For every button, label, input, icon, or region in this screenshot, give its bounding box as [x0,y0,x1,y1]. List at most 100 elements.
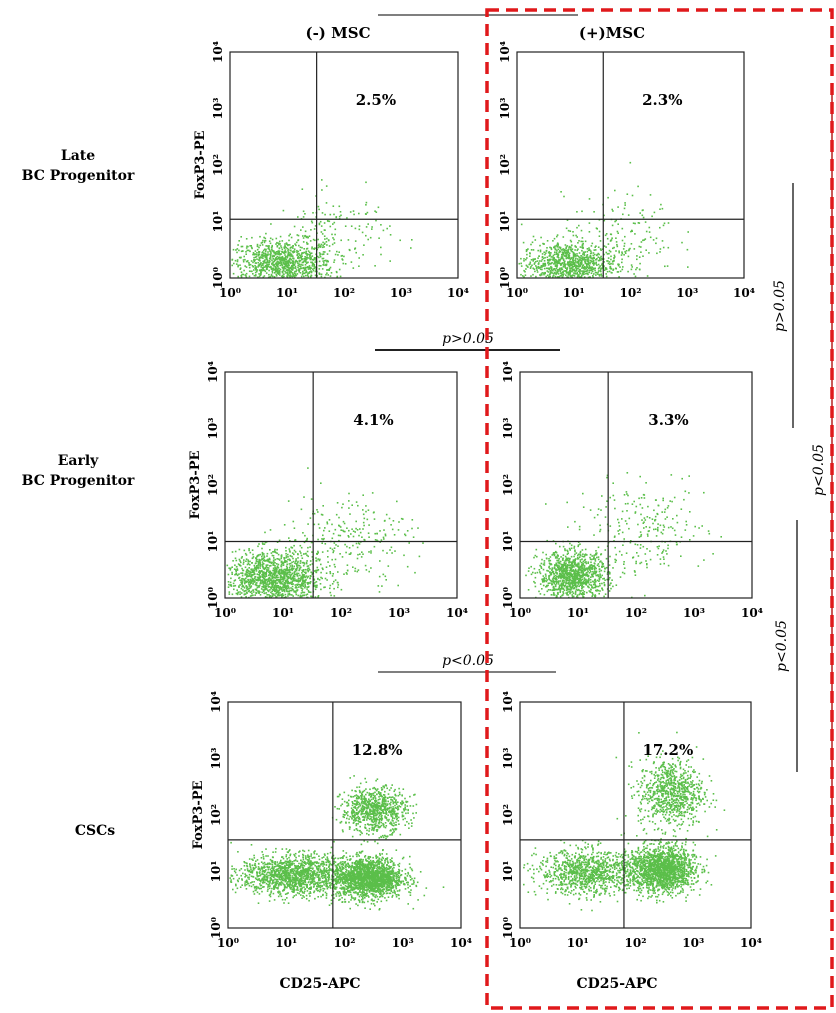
scatter-point [258,269,261,272]
scatter-point [338,539,340,542]
scatter-point [244,258,246,261]
scatter-point [270,267,272,269]
scatter-point [569,549,571,551]
scatter-point [648,226,651,229]
scatter-point [574,583,576,585]
scatter-point [287,248,290,251]
scatter-point [594,586,597,589]
scatter-point [260,254,263,256]
scatter-point [272,555,275,557]
scatter-point [601,495,603,497]
scatter-point [274,267,277,269]
scatter-point [336,250,338,253]
scatter-point [281,240,284,242]
scatter-point [539,266,542,269]
scatter-point [622,248,625,250]
scatter-point [564,260,566,263]
scatter-point [286,590,288,593]
scatter-point [266,267,268,269]
scatter-point [325,572,328,574]
scatter-point [599,274,601,276]
scatter-point [371,228,373,230]
scatter-point [286,578,288,580]
scatter-point [270,252,272,255]
scatter-point [278,251,280,254]
scatter-point [241,572,244,574]
scatter-point [331,243,334,246]
scatter-point [564,270,567,272]
scatter-point [241,580,244,582]
scatter-point [644,238,647,240]
scatter-point [362,254,364,256]
scatter-point [657,523,659,525]
scatter-point [259,235,261,238]
scatter-point [274,584,277,586]
scatter-point [536,555,538,558]
scatter-point [605,506,607,508]
scatter-point [235,249,237,251]
scatter-point [529,255,531,257]
scatter-point [245,560,247,562]
scatter-point [590,589,592,591]
scatter-point [564,571,567,574]
scatter-point [574,560,576,562]
scatter-point [648,517,651,519]
scatter-point [577,577,580,580]
scatter-point [305,575,308,577]
scatter-point [559,590,562,592]
scatter-point [663,222,666,225]
scatter-point [581,586,584,589]
scatter-point [635,268,637,271]
scatter-point [325,202,328,204]
scatter-point [289,593,291,596]
scatter-point [332,551,334,554]
scatter-point [282,587,284,589]
scatter-point [365,201,368,204]
scatter-point [553,581,555,584]
scatter-point [591,555,593,557]
scatter-point [257,261,259,264]
scatter-point [244,265,246,267]
scatter-point [268,257,271,260]
scatter-point [246,573,248,576]
scatter-point [581,270,583,272]
scatter-point [262,585,265,587]
scatter-point [312,212,314,214]
scatter-point [548,566,550,569]
scatter-point [669,500,671,502]
scatter-point [661,207,664,210]
scatter-point [294,568,297,571]
scatter-point [241,581,244,584]
scatter-point [333,213,335,216]
scatter-point [523,258,525,260]
scatter-point [258,265,261,267]
scatter-point [542,568,545,571]
scatter-point [577,270,580,272]
scatter-point [316,566,319,569]
scatter-point [291,265,294,267]
scatter-point [580,240,582,243]
scatter-point [257,560,259,563]
scatter-point [374,210,376,212]
scatter-point [577,545,579,548]
scatter-point [308,265,311,267]
scatter-point [291,555,293,558]
scatter-point [286,261,289,263]
scatter-point [574,264,576,266]
scatter-point [539,244,541,247]
scatter-point [578,579,581,582]
scatter-point [536,260,539,262]
scatter-point [598,565,600,568]
scatter-point [339,553,341,555]
scatter-point [618,550,621,553]
scatter-point [564,568,567,570]
scatter-point [237,592,239,595]
scatter-point [328,239,330,242]
scatter-point [278,262,281,264]
scatter-point [579,552,582,554]
scatter-point [631,230,633,232]
x-tick-label: 10⁴ [733,286,755,300]
scatter-point [597,270,600,272]
scatter-point [292,245,294,247]
scatter-point [360,556,363,558]
